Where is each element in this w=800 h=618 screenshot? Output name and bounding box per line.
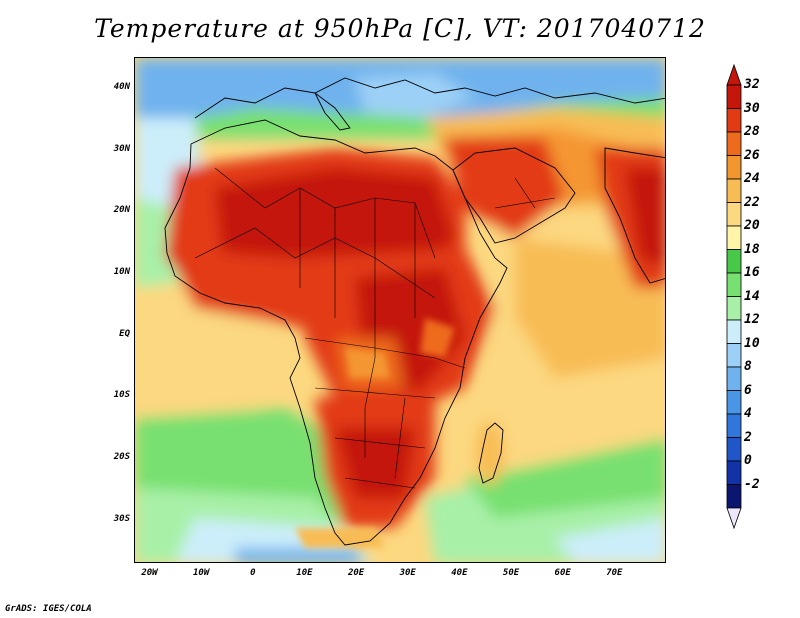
colorbar-tick-label: 2 xyxy=(744,429,752,445)
lat-tick-label: 30N xyxy=(113,143,130,154)
map-title: Temperature at 950hPa [C], VT: 201704071… xyxy=(94,14,706,43)
colorbar-tick-label: 14 xyxy=(744,288,760,304)
lat-tick-label: 10S xyxy=(113,390,130,401)
colorbar-tick-label: 24 xyxy=(744,171,760,186)
colorbar-swatch xyxy=(726,155,742,180)
colorbar-tick-label: 10 xyxy=(744,335,760,351)
lat-tick-label: 30S xyxy=(113,513,130,524)
colorbar-swatch xyxy=(726,296,742,321)
colorbar-swatch xyxy=(726,484,742,509)
colorbar-swatch xyxy=(726,343,742,368)
colorbar-tick-label: 22 xyxy=(744,194,760,210)
colorbar-tick-label: 0 xyxy=(744,453,752,468)
temperature-fill xyxy=(135,58,665,562)
colorbar-top-arrow xyxy=(726,63,742,86)
lat-tick-label: 40N xyxy=(113,81,130,92)
colorbar-swatch xyxy=(726,272,742,297)
colorbar-swatch xyxy=(726,202,742,227)
colorbar-tick-label: 4 xyxy=(744,406,752,421)
colorbar-tick-label: 6 xyxy=(744,382,752,398)
colorbar-swatch xyxy=(726,225,742,250)
lon-tick-label: 40E xyxy=(451,568,468,578)
lon-tick-label: 70E xyxy=(606,568,623,578)
lon-tick-label: 50E xyxy=(502,568,520,578)
colorbar-swatch xyxy=(726,390,742,415)
country-borders xyxy=(194,167,556,489)
colorbar-swatch xyxy=(726,84,742,109)
colorbar-swatch xyxy=(726,108,742,133)
lon-tick-label: 60E xyxy=(554,568,571,578)
colorbar-tick-label: 16 xyxy=(744,265,760,280)
colorbar-swatch xyxy=(726,413,742,438)
lat-tick-label: EQ xyxy=(119,328,130,339)
colorbar-swatch xyxy=(726,319,742,344)
colorbar-swatch xyxy=(726,437,742,462)
lat-tick-label: 20N xyxy=(113,205,130,216)
colorbar-tick-label: 12 xyxy=(744,312,760,327)
colorbar-tick-label: 28 xyxy=(744,124,760,139)
temperature-fine-detail xyxy=(295,318,455,548)
colorbar-swatch xyxy=(726,249,742,274)
colorbar-tick-label: 8 xyxy=(744,359,752,374)
colorbar-tick-label: 20 xyxy=(744,218,760,233)
colorbar-swatch xyxy=(726,460,742,485)
lat-tick-label: 10N xyxy=(113,266,130,277)
lon-tick-label: 30E xyxy=(399,568,416,578)
colorbar-swatch xyxy=(726,131,742,156)
colorbar-tick-label: 32 xyxy=(744,77,760,92)
colorbar-tick-label: 18 xyxy=(744,241,760,257)
lon-tick-label: 10E xyxy=(296,568,313,578)
colorbar-swatch xyxy=(726,178,742,203)
map-panel xyxy=(134,57,666,563)
lat-tick-label: 20S xyxy=(113,452,130,463)
colorbar xyxy=(726,63,742,530)
lon-tick-label: 20E xyxy=(347,568,365,578)
colorbar-swatch xyxy=(726,366,742,391)
colorbar-bottom-arrow xyxy=(726,507,742,530)
grads-credit: GrADS: IGES/COLA xyxy=(5,604,92,614)
lon-tick-label: 0 xyxy=(250,568,256,578)
coastlines xyxy=(164,77,665,546)
colorbar-tick-label: 30 xyxy=(744,100,760,116)
lon-tick-label: 20W xyxy=(141,568,158,578)
colorbar-tick-label: 26 xyxy=(744,147,760,163)
lon-tick-label: 10W xyxy=(193,568,210,578)
temperature-map xyxy=(135,58,665,562)
colorbar-tick-label: -2 xyxy=(744,476,760,492)
